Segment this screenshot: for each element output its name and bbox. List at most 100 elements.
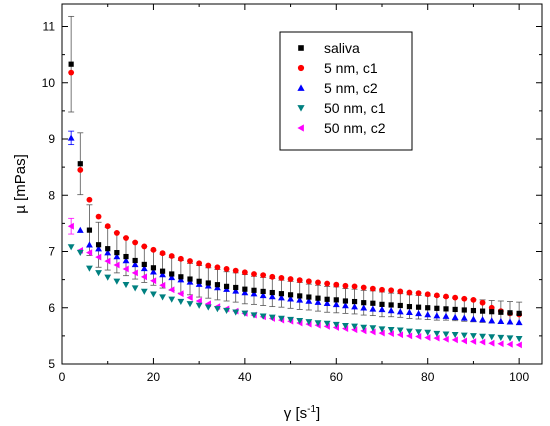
data-point	[122, 265, 129, 273]
data-point	[195, 302, 203, 309]
legend-label: 50 nm, c1	[324, 100, 386, 116]
data-point	[250, 290, 258, 297]
data-point	[187, 276, 193, 282]
data-point	[187, 258, 193, 264]
data-point	[168, 296, 176, 303]
data-point	[86, 249, 93, 257]
data-point	[177, 290, 184, 298]
data-point	[479, 338, 486, 346]
data-point	[369, 325, 377, 332]
legend-label: saliva	[324, 40, 360, 56]
data-point	[387, 307, 395, 314]
data-point	[516, 310, 522, 316]
y-tick-label: 9	[48, 132, 55, 146]
data-point	[159, 250, 166, 257]
data-point	[150, 265, 157, 271]
data-point	[323, 299, 331, 306]
data-point	[424, 291, 431, 298]
data-point	[177, 255, 184, 262]
data-point	[278, 315, 285, 322]
data-point	[333, 297, 339, 303]
data-point	[305, 297, 313, 304]
data-point	[67, 134, 75, 141]
data-point	[315, 295, 321, 301]
data-point	[259, 313, 267, 320]
data-point	[433, 330, 441, 338]
data-point	[214, 306, 221, 313]
data-point	[342, 298, 349, 304]
data-point	[250, 312, 258, 319]
data-point	[360, 304, 368, 311]
y-tick-label: 7	[48, 245, 55, 259]
data-point	[269, 289, 275, 296]
legend-label: 5 nm, c1	[324, 60, 378, 76]
data-point	[305, 319, 313, 326]
data-point	[461, 307, 467, 313]
data-point	[114, 250, 120, 256]
data-point	[260, 272, 267, 279]
data-point	[361, 300, 367, 306]
data-point	[113, 278, 121, 285]
data-point	[159, 268, 166, 274]
data-point	[168, 273, 176, 281]
data-point	[95, 242, 102, 248]
data-point	[186, 301, 194, 308]
data-point	[287, 276, 294, 282]
x-axis-label: γ [s-1]	[284, 404, 320, 422]
data-point	[131, 261, 139, 268]
data-point	[113, 253, 121, 260]
data-point	[159, 294, 166, 301]
data-point	[415, 290, 422, 297]
y-axis-label: µ [mPas]	[12, 154, 29, 214]
data-point	[77, 161, 83, 167]
data-point	[86, 241, 93, 248]
data-point	[269, 273, 276, 280]
data-point	[195, 297, 202, 305]
data-point	[113, 230, 120, 236]
y-tick-label: 8	[48, 188, 55, 202]
data-point	[470, 333, 477, 340]
y-tick-label: 5	[48, 357, 55, 371]
data-point	[196, 260, 203, 267]
data-point	[332, 321, 340, 329]
data-point	[278, 291, 285, 297]
y-tick-label: 10	[42, 76, 56, 90]
data-point	[415, 309, 422, 317]
data-point	[433, 292, 440, 299]
data-point	[260, 288, 266, 295]
data-point	[242, 286, 248, 292]
data-point	[159, 281, 166, 289]
data-point	[77, 167, 84, 173]
data-point	[351, 298, 358, 305]
data-point	[314, 320, 322, 327]
data-point	[123, 235, 129, 241]
data-point	[506, 340, 513, 348]
data-point	[223, 283, 230, 289]
data-point	[241, 269, 248, 276]
data-point	[105, 246, 111, 252]
data-point	[150, 277, 157, 285]
data-point	[424, 311, 432, 318]
data-point	[268, 314, 276, 321]
data-point	[497, 340, 504, 348]
data-point	[387, 326, 395, 334]
legend-label: 5 nm, c2	[324, 80, 378, 96]
data-point	[296, 296, 304, 303]
data-point	[150, 246, 157, 253]
data-point	[470, 315, 477, 322]
data-point	[489, 309, 495, 315]
data-point	[424, 329, 432, 336]
data-point	[497, 334, 505, 341]
legend-marker	[297, 105, 305, 112]
data-point	[351, 323, 358, 330]
x-tick-label: 20	[147, 370, 161, 384]
data-point	[232, 267, 239, 274]
data-point	[95, 253, 102, 261]
data-point	[443, 306, 449, 312]
series-saliva	[68, 61, 522, 316]
data-point	[369, 285, 376, 292]
data-point	[251, 271, 257, 277]
data-point	[95, 270, 102, 277]
data-point	[214, 264, 221, 271]
